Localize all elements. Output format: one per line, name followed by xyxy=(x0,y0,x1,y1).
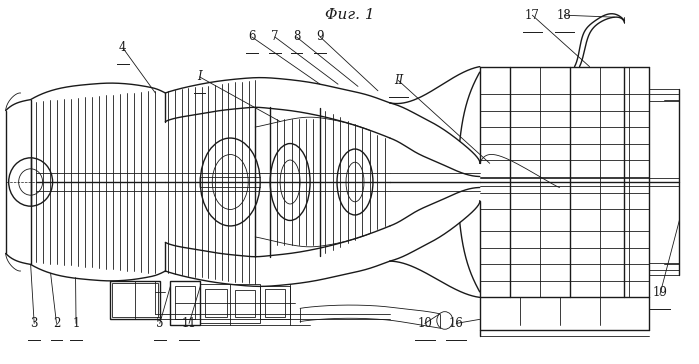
Text: 11: 11 xyxy=(182,317,196,330)
Text: 10: 10 xyxy=(417,317,432,330)
Text: 7: 7 xyxy=(271,31,279,43)
Text: 6: 6 xyxy=(248,31,256,43)
Bar xyxy=(260,286,290,319)
Bar xyxy=(113,283,159,317)
Bar xyxy=(265,289,285,317)
Text: 17: 17 xyxy=(525,9,540,22)
Text: 9: 9 xyxy=(317,31,324,43)
Text: 5: 5 xyxy=(156,317,164,330)
Bar xyxy=(201,284,260,323)
Bar xyxy=(236,290,255,317)
Text: 8: 8 xyxy=(293,31,300,43)
Text: II: II xyxy=(394,74,403,87)
Text: 1: 1 xyxy=(73,317,80,330)
Bar xyxy=(649,94,679,101)
Bar xyxy=(171,281,201,325)
Bar xyxy=(649,263,679,270)
Bar xyxy=(175,286,195,319)
Bar xyxy=(206,289,227,317)
Text: 3: 3 xyxy=(31,317,38,330)
Text: I: I xyxy=(197,70,202,83)
Text: 18: 18 xyxy=(557,9,572,22)
Text: 19: 19 xyxy=(652,286,668,299)
Text: 4: 4 xyxy=(119,41,127,54)
Bar xyxy=(110,281,160,319)
Text: Φиг. 1: Φиг. 1 xyxy=(325,8,374,22)
Text: 2: 2 xyxy=(53,317,60,330)
Text: 16: 16 xyxy=(449,317,463,330)
